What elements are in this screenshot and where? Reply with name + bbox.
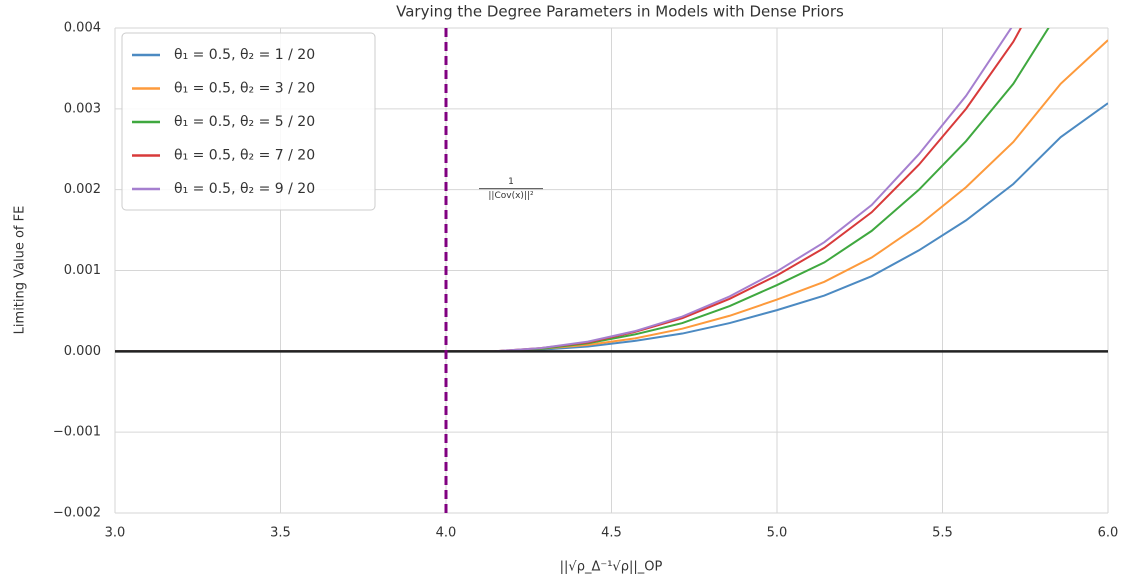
x-tick-label: 3.5 bbox=[270, 526, 291, 541]
y-tick-label: 0.003 bbox=[64, 101, 101, 116]
y-tick-label: −0.001 bbox=[53, 425, 101, 440]
annotation-numerator: 1 bbox=[508, 177, 514, 187]
x-tick-label: 5.5 bbox=[932, 526, 953, 541]
x-axis-label: ||√ρ_Δ⁻¹√ρ||_OP bbox=[560, 560, 663, 575]
x-tick-label: 3.0 bbox=[105, 526, 126, 541]
legend-label: θ₁ = 0.5, θ₂ = 5 / 20 bbox=[174, 114, 315, 130]
x-tick-label: 5.0 bbox=[767, 526, 788, 541]
legend-box bbox=[121, 32, 376, 211]
plot-area bbox=[115, 28, 1108, 513]
chart-title: Varying the Degree Parameters in Models … bbox=[396, 3, 844, 21]
y-tick-label: 0.000 bbox=[64, 344, 101, 359]
legend-label: θ₁ = 0.5, θ₂ = 3 / 20 bbox=[174, 81, 315, 97]
legend-label: θ₁ = 0.5, θ₂ = 9 / 20 bbox=[174, 181, 315, 197]
y-axis-label: Limiting Value of FE bbox=[13, 206, 28, 335]
x-tick-label: 4.0 bbox=[436, 526, 457, 541]
x-tick-label: 6.0 bbox=[1098, 526, 1119, 541]
y-tick-label: 0.004 bbox=[64, 21, 101, 36]
y-tick-label: −0.002 bbox=[53, 506, 101, 521]
y-tick-label: 0.001 bbox=[64, 263, 101, 278]
x-tick-label: 4.5 bbox=[601, 526, 622, 541]
annotation-denominator: ||Cov(x)||² bbox=[488, 191, 534, 201]
legend-label: θ₁ = 0.5, θ₂ = 7 / 20 bbox=[174, 148, 315, 164]
overlay: 1 ||Cov(x)||² θ₁ = 0.5, θ₂ = 1 / 20 θ₁ = 0.… bbox=[121, 32, 543, 211]
y-tick-label: 0.002 bbox=[64, 182, 101, 197]
legend-label: θ₁ = 0.5, θ₂ = 1 / 20 bbox=[174, 47, 315, 63]
